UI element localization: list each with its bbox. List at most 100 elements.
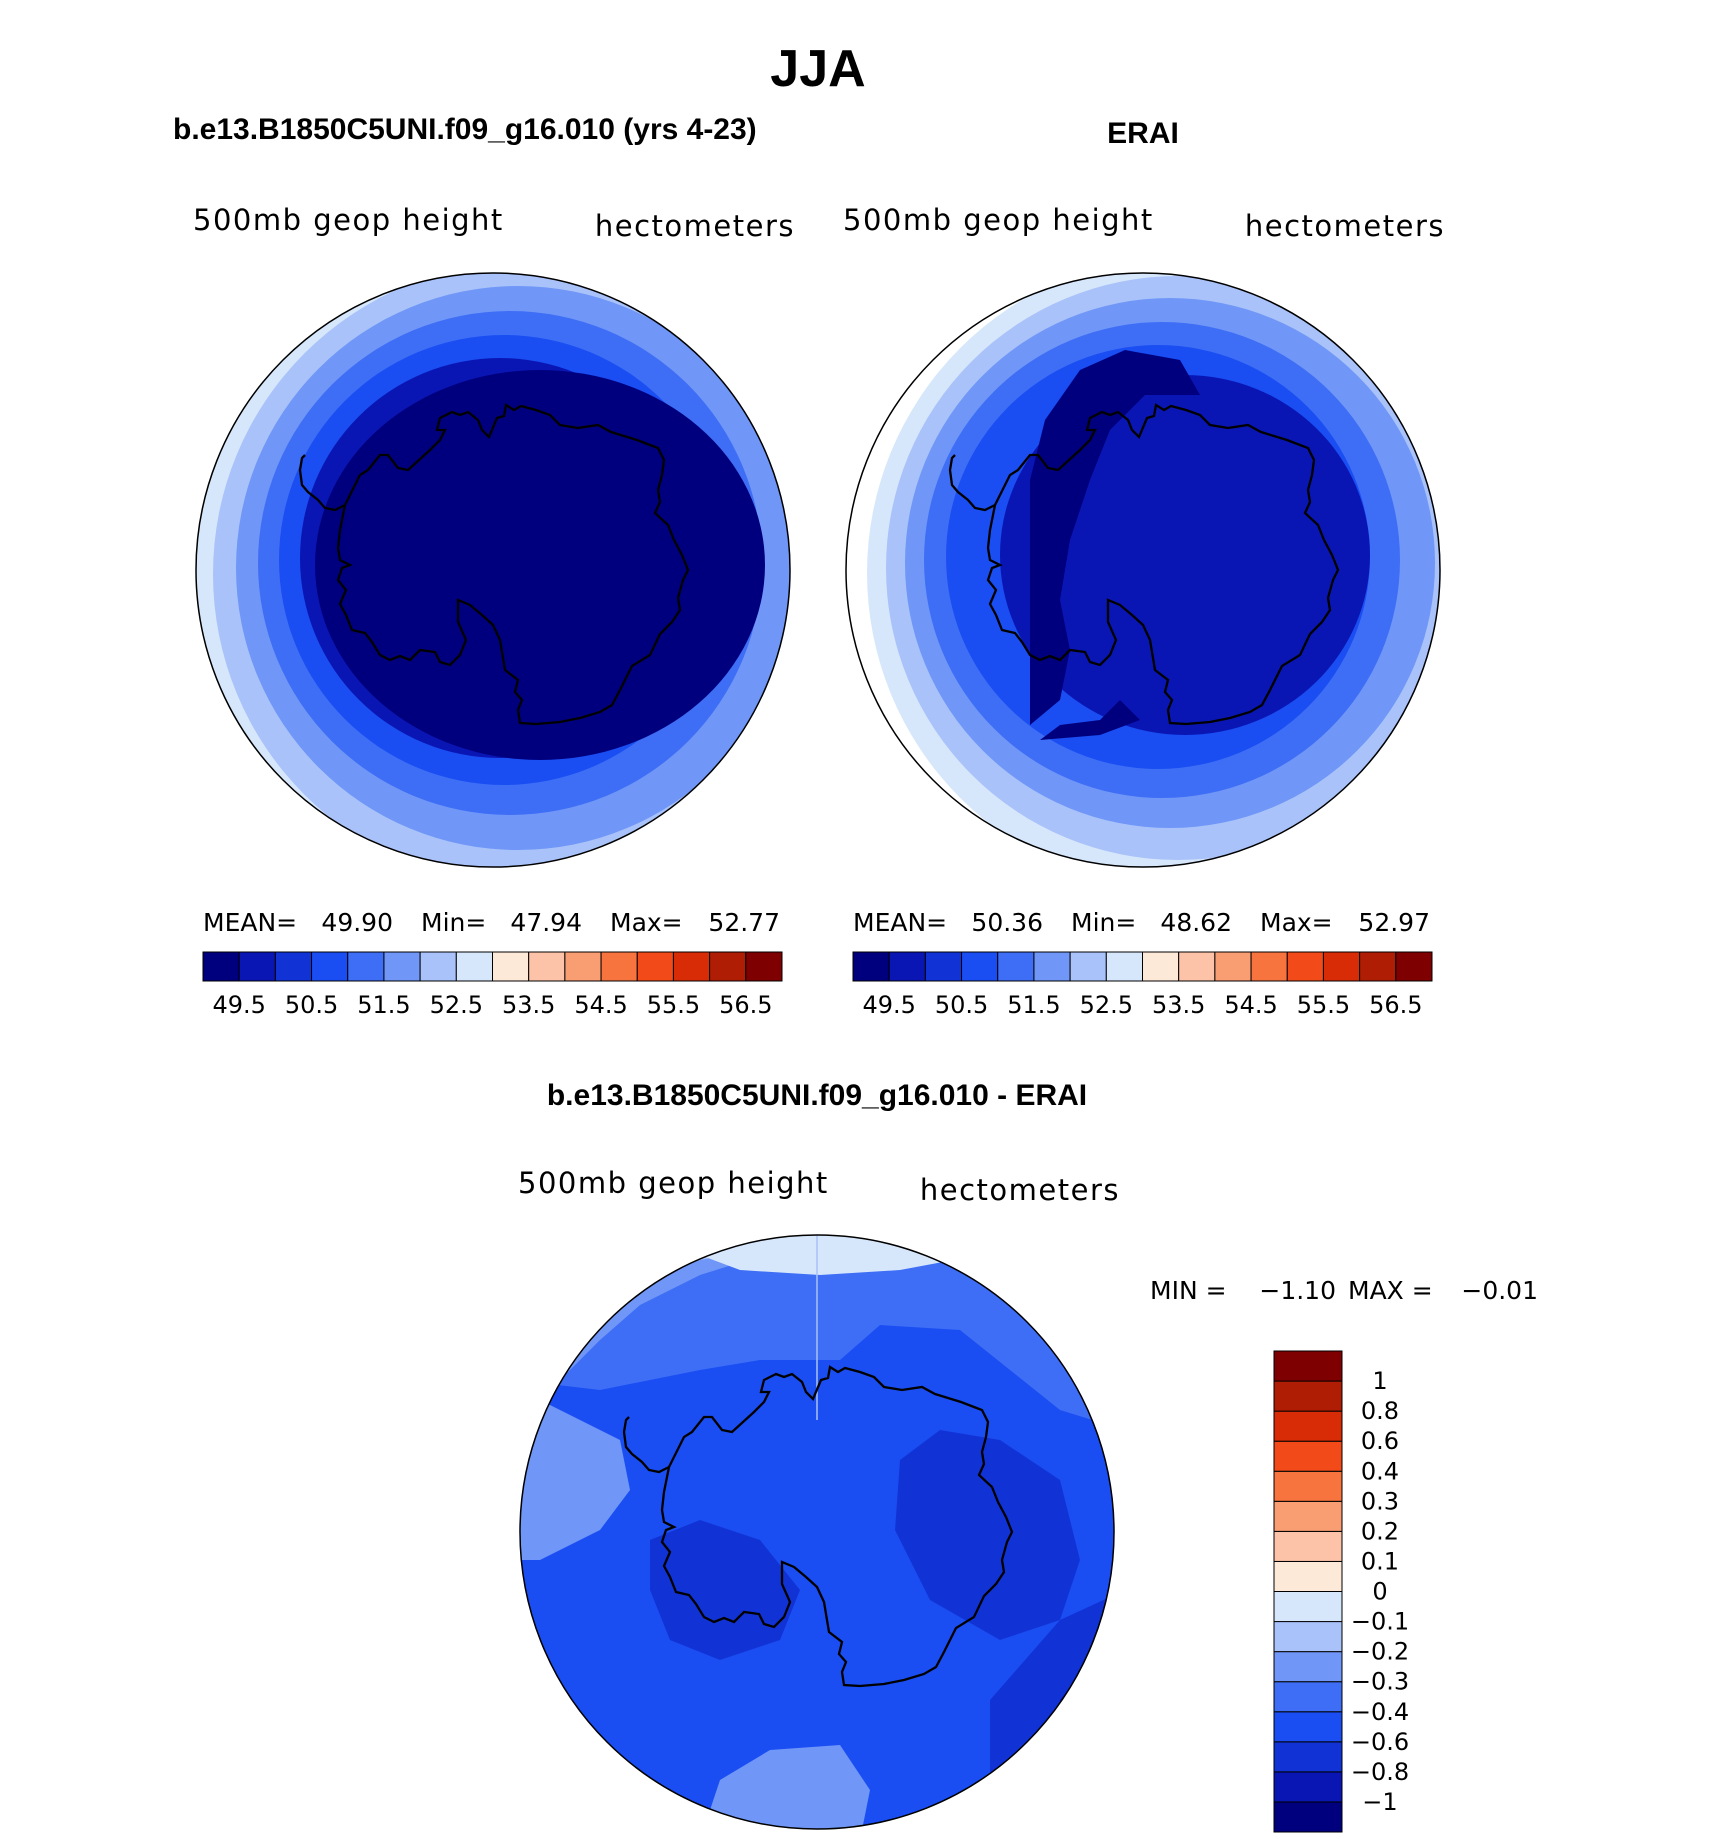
diff-colorbar-tick-label: 0.8 [1361,1397,1399,1425]
model-contour-band [315,370,765,760]
diff-field-label: 500mb geop height [518,1166,829,1200]
diff-contour-band [895,1430,1080,1640]
model-colorbar-tick-label: 52.5 [430,991,483,1019]
model-colorbar-tick-label: 55.5 [647,991,700,1019]
diff-colorbar-tick-label: −0.1 [1351,1608,1409,1636]
model-peninsula [298,454,346,512]
diff-contour-band [650,1520,800,1660]
diff-colorbar-swatch [1273,1500,1343,1532]
obs-panel-title: ERAI [1107,117,1179,150]
diff-colorbar-tick-label: 0.6 [1361,1427,1399,1455]
obs-colorbar-swatch [997,951,1035,982]
obs-min-value: 48.62 [1160,908,1232,937]
diff-coastline [660,1365,1014,1688]
model-field-label: 500mb geop height [193,203,504,237]
diff-colorbar-tick-label: 0.4 [1361,1457,1399,1485]
obs-colorbar-tick-label: 49.5 [862,991,915,1019]
diff-colorbar-tick-label: −0.4 [1351,1698,1409,1726]
diff-max-value: −0.01 [1461,1276,1538,1305]
diff-colorbar-swatch [1273,1410,1343,1442]
model-colorbar-swatch [600,951,638,982]
figure-title: JJA [770,40,865,98]
model-colorbar-tick-label: 51.5 [357,991,410,1019]
model-colorbar-tick-label: 56.5 [719,991,772,1019]
obs-colorbar-tick-label: 51.5 [1007,991,1060,1019]
model-colorbar-swatch [709,951,747,982]
diff-colorbar-swatch [1273,1560,1343,1592]
model-map [195,272,791,868]
model-colorbar-tick-label: 49.5 [212,991,265,1019]
diff-map [519,1234,1115,1830]
model-colorbar-swatch [202,951,240,982]
obs-colorbar-swatch [1178,951,1216,982]
obs-mean-value: 50.36 [971,908,1043,937]
diff-min-value: −1.10 [1259,1276,1336,1305]
obs-coastline [986,403,1340,726]
model-map-border [195,272,791,868]
obs-colorbar-tick-label: 53.5 [1152,991,1205,1019]
diff-colorbar-swatch [1273,1681,1343,1713]
obs-colorbar-swatch [1286,951,1324,982]
model-colorbar-swatch [745,951,783,982]
obs-colorbar-swatch [1214,951,1252,982]
obs-colorbar-tick-label: 56.5 [1369,991,1422,1019]
obs-field-label: 500mb geop height [843,203,1154,237]
obs-colorbar-swatch [1105,951,1143,982]
model-colorbar-swatch [238,951,276,982]
obs-colorbar-tick-label: 54.5 [1224,991,1277,1019]
diff-min-label: MIN = [1150,1276,1227,1305]
obs-colorbar-swatch [852,951,890,982]
diff-colorbar-swatch [1273,1741,1343,1773]
model-mean-label: MEAN= [203,908,297,937]
model-stats: MEAN= 49.90 Min= 47.94 Max= 52.77 [203,908,780,937]
model-colorbar-swatch [492,951,530,982]
obs-contour-band [1040,700,1140,740]
model-max-value: 52.77 [708,908,780,937]
obs-peninsula [948,454,996,512]
obs-colorbar-tick-label: 52.5 [1080,991,1133,1019]
model-colorbar-tick-label: 54.5 [574,991,627,1019]
diff-colorbar-swatch [1273,1771,1343,1803]
diff-colorbar-swatch [1273,1711,1343,1743]
diff-colorbar-swatch [1273,1801,1343,1833]
obs-colorbar-swatch [1142,951,1180,982]
model-colorbar-swatch [564,951,602,982]
diff-colorbar-swatch [1273,1591,1343,1623]
obs-colorbar-swatch [961,951,999,982]
model-mean-value: 49.90 [321,908,393,937]
model-colorbar-tick-label: 50.5 [285,991,338,1019]
obs-colorbar-tick-label: 50.5 [935,991,988,1019]
diff-colorbar-swatch [1273,1530,1343,1562]
obs-colorbar-swatch [1069,951,1107,982]
obs-colorbar-swatch [924,951,963,982]
model-colorbar-swatch [311,951,349,982]
model-coastline [336,403,690,726]
diff-minmax: MIN = −1.10 MAX = −0.01 [1150,1276,1538,1305]
obs-max-label: Max= [1260,908,1333,937]
diff-colorbar-swatch [1273,1470,1343,1502]
model-colorbar-swatch [672,951,711,982]
diff-map-border [519,1234,1115,1830]
diff-contour-band [520,1400,630,1560]
diff-colorbar-tick-label: −1 [1362,1788,1397,1816]
diff-colorbar-tick-label: −0.6 [1351,1728,1409,1756]
obs-colorbar: 49.5 50.5 51.5 52.5 53.5 54.5 55.5 56.5 [852,951,1433,1019]
diff-colorbar: −1−0.8−0.6−0.4−0.3−0.2−0.100.10.20.30.40… [1273,1350,1409,1833]
model-panel-title: b.e13.B1850C5UNI.f09_g16.010 (yrs 4-23) [173,113,757,146]
model-min-label: Min= [421,908,486,937]
obs-colorbar-tick-label: 55.5 [1297,991,1350,1019]
diff-contour-band [700,1745,870,1829]
diff-colorbar-swatch [1273,1621,1343,1653]
model-colorbar-swatch [383,951,421,982]
obs-contour-band [1030,350,1200,725]
diff-colorbar-tick-label: −0.3 [1351,1668,1409,1696]
diff-colorbar-swatch [1273,1440,1343,1472]
diff-colorbar-swatch [1273,1380,1343,1412]
model-max-label: Max= [610,908,683,937]
diff-colorbar-tick-label: −0.2 [1351,1638,1409,1666]
obs-colorbar-swatch [1359,951,1397,982]
diff-colorbar-swatch [1273,1350,1343,1382]
obs-min-label: Min= [1071,908,1136,937]
obs-colorbar-swatch [1033,951,1071,982]
